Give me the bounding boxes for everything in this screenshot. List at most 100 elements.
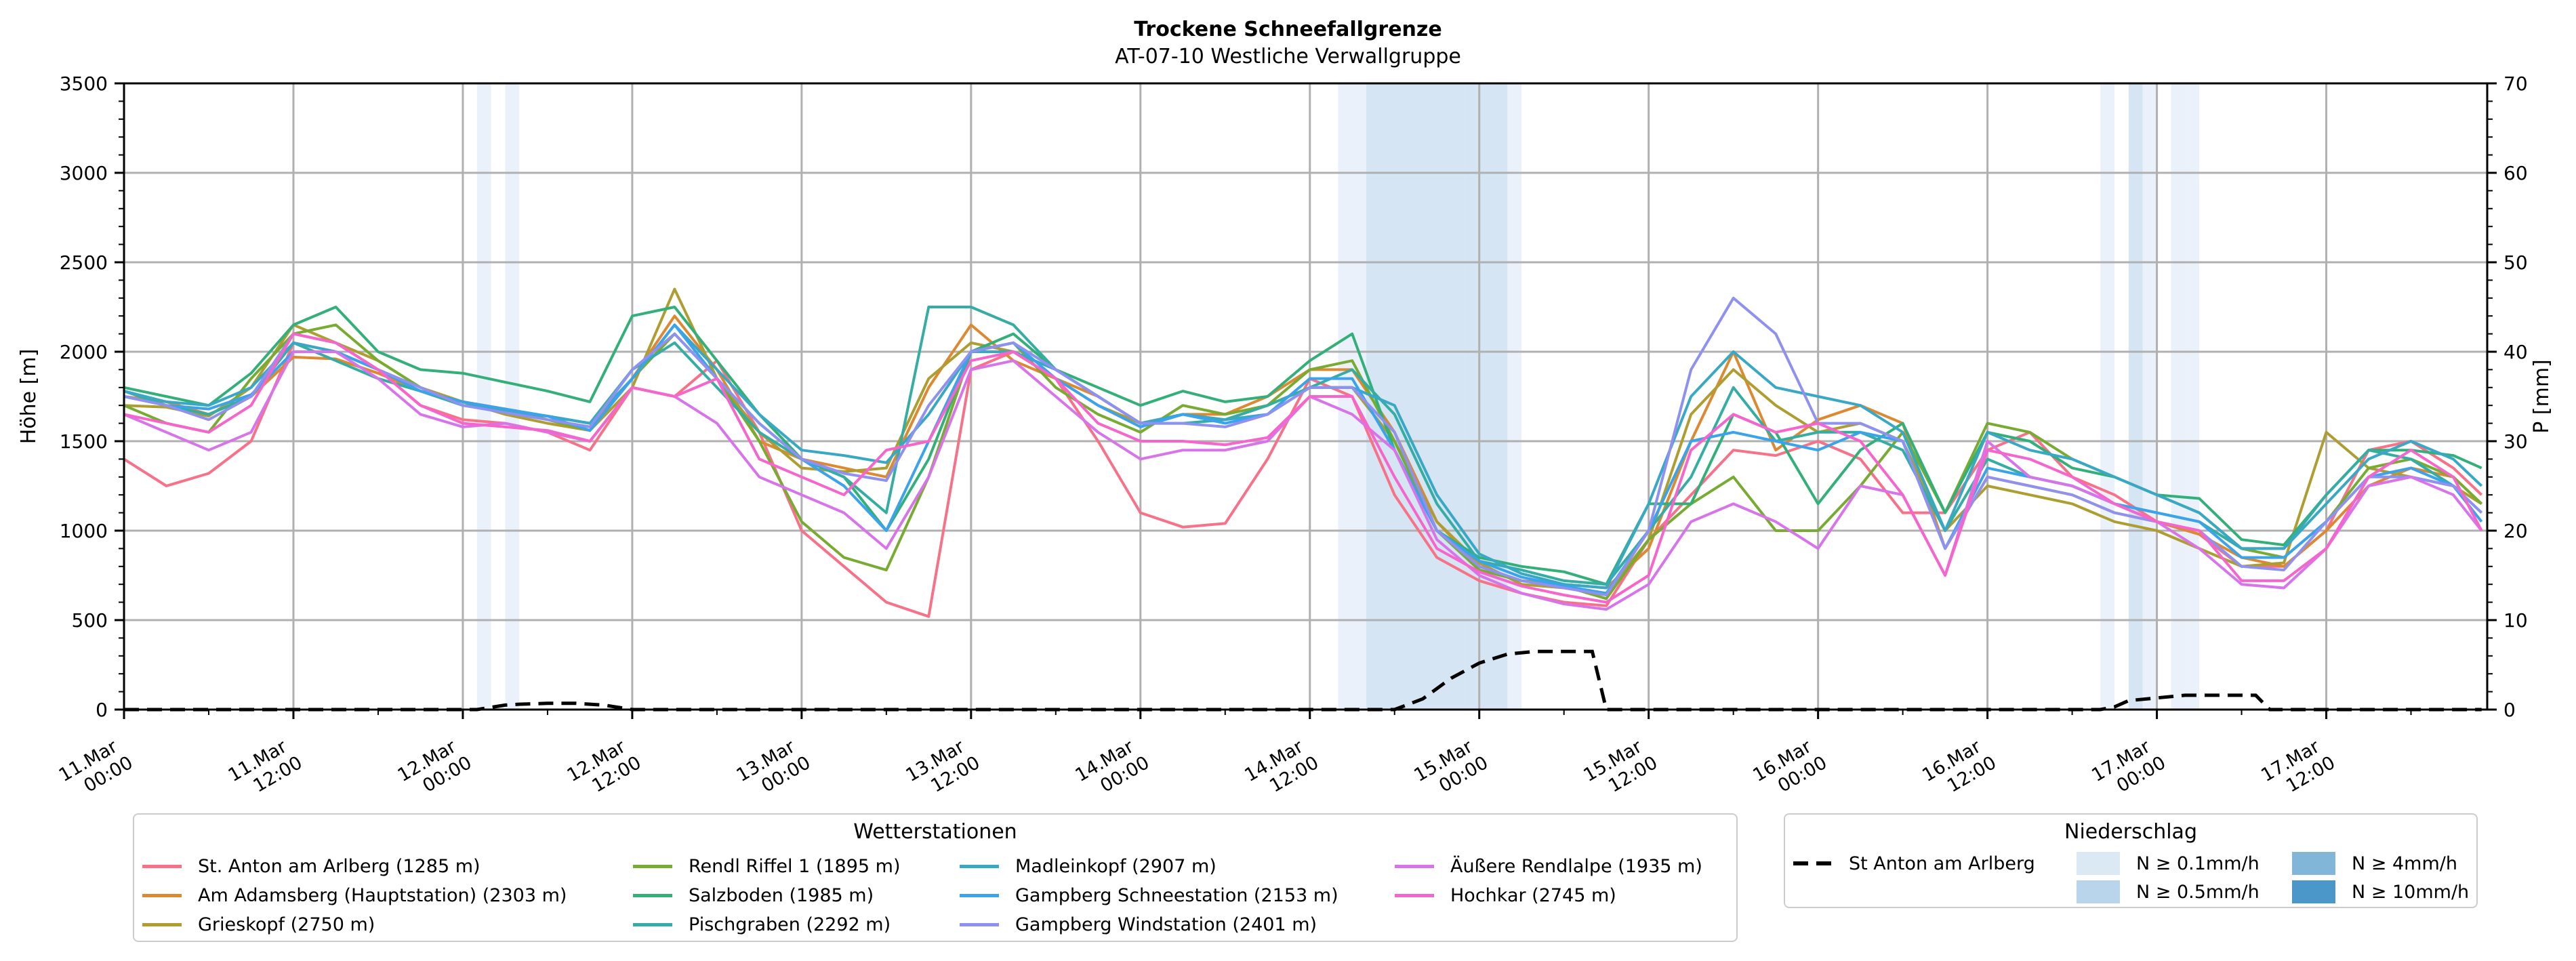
legend-label: Grieskopf (2750 m): [198, 914, 375, 935]
legend-label: Madleinkopf (2907 m): [1015, 855, 1217, 877]
legend-stations: Wetterstationen St. Anton am Arlberg (12…: [133, 813, 1738, 942]
y-tick-label: 3500: [60, 73, 108, 95]
legend-item-band: N ≥ 4mm/h: [2292, 850, 2457, 877]
line-swatch-icon: [633, 864, 672, 868]
y-tick-label: 2500: [60, 251, 108, 274]
legend-label: Äußere Rendlalpe (1935 m): [1450, 855, 1702, 877]
legend-item-station: Madleinkopf (2907 m): [960, 853, 1217, 880]
legend-item-station: Grieskopf (2750 m): [142, 911, 375, 938]
line-swatch-icon: [960, 893, 999, 897]
legend-item-precip-line: St Anton am Arlberg: [1793, 850, 2035, 877]
line-swatch-icon: [1395, 864, 1434, 868]
chart-subtitle: AT-07-10 Westliche Verwallgruppe: [1115, 45, 1461, 68]
y-tick-label: 2000: [60, 341, 108, 363]
legend-label: St. Anton am Arlberg (1285 m): [198, 855, 481, 877]
precip-band: [505, 83, 520, 710]
legend-label: Hochkar (2745 m): [1450, 884, 1616, 906]
y2-tick-label: 60: [2503, 162, 2528, 184]
y2-tick-label: 0: [2503, 699, 2516, 721]
legend-precip-title: Niederschlag: [2064, 820, 2197, 844]
legend-item-station: Rendl Riffel 1 (1895 m): [633, 853, 900, 880]
y2-tick-label: 10: [2503, 609, 2528, 632]
legend-label: N ≥ 10mm/h: [2352, 881, 2470, 903]
legend-item-station: Gampberg Schneestation (2153 m): [960, 882, 1338, 909]
legend-label: N ≥ 0.5mm/h: [2136, 881, 2260, 903]
swatch-icon: [2292, 852, 2335, 875]
y-tick-label: 0: [96, 699, 108, 721]
legend-item-band: N ≥ 10mm/h: [2292, 878, 2469, 905]
plot-frame: [123, 82, 2489, 711]
chart-title: Trockene Schneefallgrenze: [1134, 18, 1442, 41]
legend-item-station: St. Anton am Arlberg (1285 m): [142, 853, 481, 880]
y-axis-label: Höhe [m]: [17, 349, 41, 445]
precip-band: [2100, 83, 2115, 710]
y2-tick-label: 70: [2503, 73, 2528, 95]
y2-tick-label: 50: [2503, 251, 2528, 274]
legend-item-station: Pischgraben (2292 m): [633, 911, 891, 938]
y-tick-label: 500: [72, 609, 108, 632]
legend-item-station: Salzboden (1985 m): [633, 882, 874, 909]
y-tick-label: 3000: [60, 162, 108, 184]
series-line-4: [123, 306, 2482, 586]
y2-tick-label: 30: [2503, 430, 2528, 453]
precip-band: [1465, 83, 1508, 710]
precip-band: [2171, 83, 2186, 710]
precip-band: [1507, 83, 1522, 710]
precip-band: [2128, 83, 2143, 710]
line-swatch-icon: [142, 893, 182, 897]
legend-label: Rendl Riffel 1 (1895 m): [689, 855, 901, 877]
legend-label: Am Adamsberg (Hauptstation) (2303 m): [198, 884, 567, 906]
legend-precip: Niederschlag St Anton am Arlberg N ≥ 0.1…: [1784, 813, 2478, 908]
line-swatch-icon: [1395, 893, 1434, 897]
legend-label: St Anton am Arlberg: [1849, 853, 2035, 874]
legend-item-band: N ≥ 0.1mm/h: [2077, 850, 2260, 877]
swatch-icon: [2292, 880, 2335, 903]
y2-tick-label: 40: [2503, 341, 2528, 363]
line-swatch-icon: [633, 922, 672, 926]
legend-stations-title: Wetterstationen: [853, 820, 1017, 844]
legend-label: N ≥ 4mm/h: [2352, 853, 2457, 874]
legend-item-station: Hochkar (2745 m): [1395, 882, 1616, 909]
y-tick-label: 1500: [60, 430, 108, 453]
legend-label: Gampberg Schneestation (2153 m): [1015, 884, 1338, 906]
y-tick-label: 1000: [60, 520, 108, 542]
line-swatch-icon: [960, 922, 999, 926]
precip-band: [2185, 83, 2200, 710]
legend-item-station: Gampberg Windstation (2401 m): [960, 911, 1317, 938]
y2-axis-label: P [mm]: [2530, 359, 2554, 433]
legend-label: N ≥ 0.1mm/h: [2136, 853, 2260, 874]
precip-bands: [476, 83, 2200, 710]
line-swatch-icon: [633, 893, 672, 897]
y2-tick-label: 20: [2503, 520, 2528, 542]
swatch-icon: [2077, 852, 2120, 875]
dashed-line-icon: [1793, 861, 1833, 865]
line-swatch-icon: [142, 922, 182, 926]
legend-label: Salzboden (1985 m): [689, 884, 874, 906]
legend-label: Pischgraben (2292 m): [689, 914, 891, 935]
legend-item-station: Äußere Rendlalpe (1935 m): [1395, 853, 1702, 880]
swatch-icon: [2077, 880, 2120, 903]
series-line-8: [123, 296, 2483, 596]
legend-item-station: Am Adamsberg (Hauptstation) (2303 m): [142, 882, 567, 909]
precip-band: [476, 83, 491, 710]
line-swatch-icon: [960, 864, 999, 868]
precip-band: [1366, 83, 1465, 710]
line-swatch-icon: [142, 864, 182, 868]
series-line-10: [123, 332, 2483, 604]
legend-label: Gampberg Windstation (2401 m): [1015, 914, 1317, 935]
legend-item-band: N ≥ 0.5mm/h: [2077, 878, 2260, 905]
